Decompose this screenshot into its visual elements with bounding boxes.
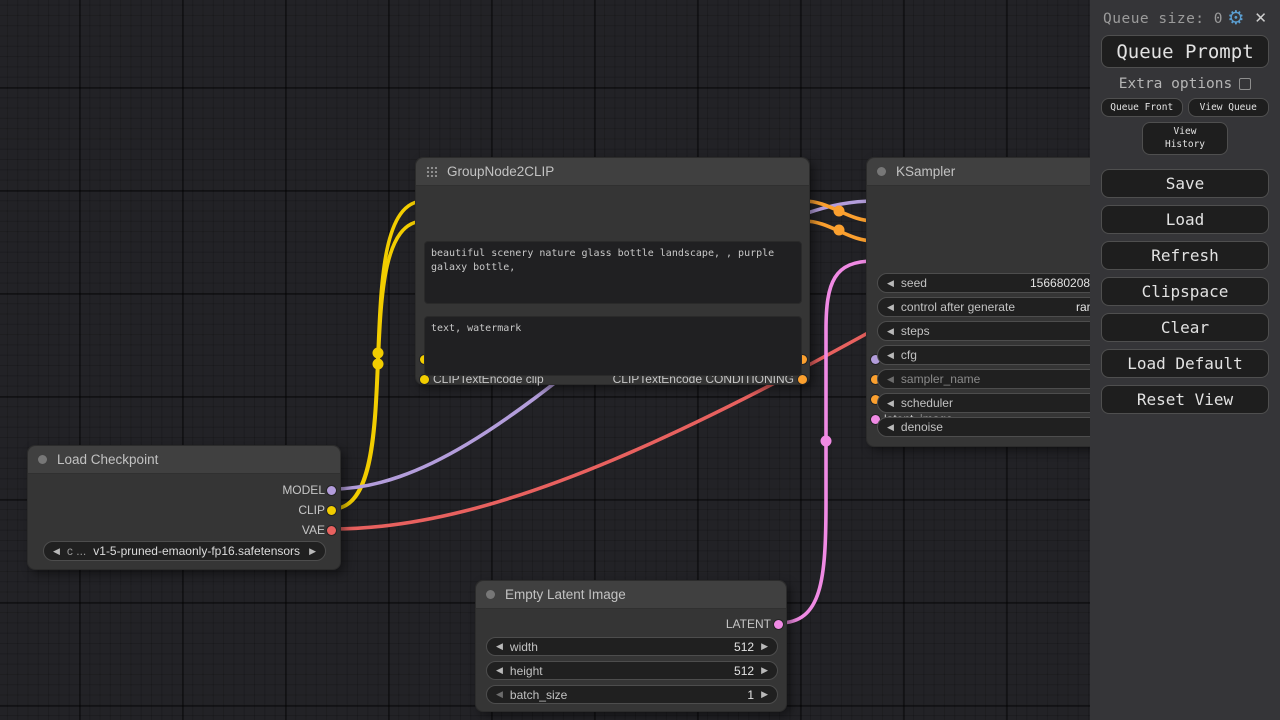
collapse-dot-icon[interactable] — [38, 455, 47, 464]
node-title: Empty Latent Image — [505, 587, 626, 602]
widget-label: steps — [900, 324, 930, 338]
widget-label: seed — [900, 276, 927, 290]
extra-options-label: Extra options — [1118, 76, 1233, 92]
link-dot[interactable] — [820, 435, 832, 447]
group-grid-icon — [426, 166, 437, 177]
input-port-latent-image[interactable] — [871, 414, 880, 424]
extra-options-checkbox[interactable] — [1239, 78, 1252, 90]
widget-seed[interactable]: ◀ seed 1566802087 — [877, 273, 1137, 293]
settings-gear-icon[interactable]: ⚙ — [1227, 7, 1245, 29]
widget-label: width — [509, 639, 538, 654]
output-port-conditioning[interactable] — [798, 354, 807, 364]
port-label: CLIP — [298, 503, 325, 517]
link-dot[interactable] — [833, 205, 845, 217]
widget-label: cfg — [900, 348, 917, 362]
widget-label: batch_size — [509, 687, 568, 702]
node-empty-latent-image[interactable]: Empty Latent Image LATENT ◀ width 512 ▶ … — [475, 580, 787, 712]
widget-label: denoise — [900, 420, 943, 434]
node-header[interactable]: Load Checkpoint — [28, 446, 340, 474]
widget-steps[interactable]: ◀ steps — [877, 321, 1137, 341]
wire-latent — [777, 259, 876, 625]
comfy-menu-panel: Queue size: 0 ⚙ ✕ Queue Prompt Extra opt… — [1090, 0, 1280, 720]
input-port-positive[interactable] — [871, 374, 880, 384]
decrement-arrow-icon[interactable]: ◀ — [496, 689, 503, 699]
close-icon[interactable]: ✕ — [1254, 9, 1267, 27]
save-button[interactable]: Save — [1101, 169, 1269, 198]
clipspace-button[interactable]: Clipspace — [1101, 277, 1269, 306]
decrement-arrow-icon[interactable]: ◀ — [496, 665, 503, 675]
widget-label: scheduler — [900, 396, 953, 410]
input-port-model[interactable] — [871, 354, 880, 364]
view-history-line2: History — [1164, 138, 1206, 150]
next-arrow-icon[interactable]: ▶ — [309, 545, 316, 556]
reset-view-button[interactable]: Reset View — [1101, 385, 1269, 414]
widget-height[interactable]: ◀ height 512 ▶ — [486, 661, 778, 680]
node-groupnode2clip[interactable]: GroupNode2CLIP clip CLIPTextEncode clip … — [415, 157, 810, 386]
widget-label: c ... — [66, 544, 87, 558]
view-queue-button[interactable]: View Queue — [1187, 98, 1269, 117]
widget-cfg[interactable]: ◀ cfg — [877, 345, 1137, 365]
collapse-dot-icon[interactable] — [486, 590, 495, 599]
increment-arrow-icon[interactable]: ▶ — [761, 641, 768, 651]
decrement-arrow-icon[interactable]: ◀ — [887, 421, 894, 432]
prev-arrow-icon[interactable]: ◀ — [53, 545, 60, 556]
decrement-arrow-icon[interactable]: ◀ — [887, 397, 894, 408]
port-label: LATENT — [725, 617, 771, 631]
output-port-clip[interactable] — [327, 505, 336, 515]
view-history-button[interactable]: View History — [1142, 122, 1228, 155]
decrement-arrow-icon[interactable]: ◀ — [887, 325, 894, 336]
view-history-line1: View — [1173, 125, 1197, 137]
node-title: GroupNode2CLIP — [447, 164, 555, 179]
node-title: Load Checkpoint — [57, 452, 159, 467]
port-label: VAE — [301, 523, 325, 537]
node-header[interactable]: GroupNode2CLIP — [416, 158, 809, 186]
widget-value: 1 — [747, 687, 755, 702]
decrement-arrow-icon[interactable]: ◀ — [887, 301, 894, 312]
negative-prompt-textarea[interactable]: text, watermark — [424, 316, 802, 376]
widget-value: 512 — [734, 639, 755, 654]
decrement-arrow-icon[interactable]: ◀ — [887, 373, 894, 384]
collapse-dot-icon[interactable] — [877, 167, 886, 176]
output-port-vae[interactable] — [327, 525, 336, 535]
load-button[interactable]: Load — [1101, 205, 1269, 234]
node-header[interactable]: Empty Latent Image — [476, 581, 786, 609]
widget-value: v1-5-pruned-emaonly-fp16.safetensors — [93, 544, 301, 558]
widget-scheduler[interactable]: ◀ scheduler — [877, 393, 1137, 413]
load-default-button[interactable]: Load Default — [1101, 349, 1269, 378]
node-title: KSampler — [896, 164, 956, 179]
decrement-arrow-icon[interactable]: ◀ — [887, 277, 894, 288]
port-label: MODEL — [282, 483, 325, 497]
widget-label: sampler_name — [900, 372, 981, 386]
input-port-cliptextencode-clip[interactable] — [420, 374, 429, 384]
widget-ckpt-name[interactable]: ◀ c ... v1-5-pruned-emaonly-fp16.safeten… — [43, 541, 326, 561]
widget-label: control after generate — [900, 300, 1015, 314]
widget-sampler-name[interactable]: ◀ sampler_name — [877, 369, 1137, 389]
decrement-arrow-icon[interactable]: ◀ — [887, 349, 894, 360]
widget-value: 512 — [734, 663, 755, 678]
link-dot[interactable] — [833, 224, 845, 236]
widget-value: 1566802087 — [1030, 276, 1097, 290]
output-port-model[interactable] — [327, 485, 336, 495]
node-load-checkpoint[interactable]: Load Checkpoint MODEL CLIP VAE ◀ c ... v… — [27, 445, 341, 570]
widget-width[interactable]: ◀ width 512 ▶ — [486, 637, 778, 656]
output-port-latent[interactable] — [774, 619, 783, 629]
positive-prompt-textarea[interactable]: beautiful scenery nature glass bottle la… — [424, 241, 802, 304]
widget-denoise[interactable]: ◀ denoise — [877, 417, 1137, 437]
clear-button[interactable]: Clear — [1101, 313, 1269, 342]
queue-size-label: Queue size: 0 — [1103, 10, 1223, 27]
refresh-button[interactable]: Refresh — [1101, 241, 1269, 270]
link-dot[interactable] — [372, 347, 384, 359]
queue-front-button[interactable]: Queue Front — [1101, 98, 1183, 117]
input-port-negative[interactable] — [871, 394, 880, 404]
increment-arrow-icon[interactable]: ▶ — [761, 665, 768, 675]
wire-vae — [330, 268, 982, 531]
output-port-cliptextencode-conditioning[interactable] — [798, 374, 807, 384]
widget-label: height — [509, 663, 543, 678]
widget-batch-size[interactable]: ◀ batch_size 1 ▶ — [486, 685, 778, 704]
increment-arrow-icon[interactable]: ▶ — [761, 689, 768, 699]
decrement-arrow-icon[interactable]: ◀ — [496, 641, 503, 651]
link-dot[interactable] — [372, 358, 384, 370]
queue-prompt-button[interactable]: Queue Prompt — [1101, 35, 1269, 68]
